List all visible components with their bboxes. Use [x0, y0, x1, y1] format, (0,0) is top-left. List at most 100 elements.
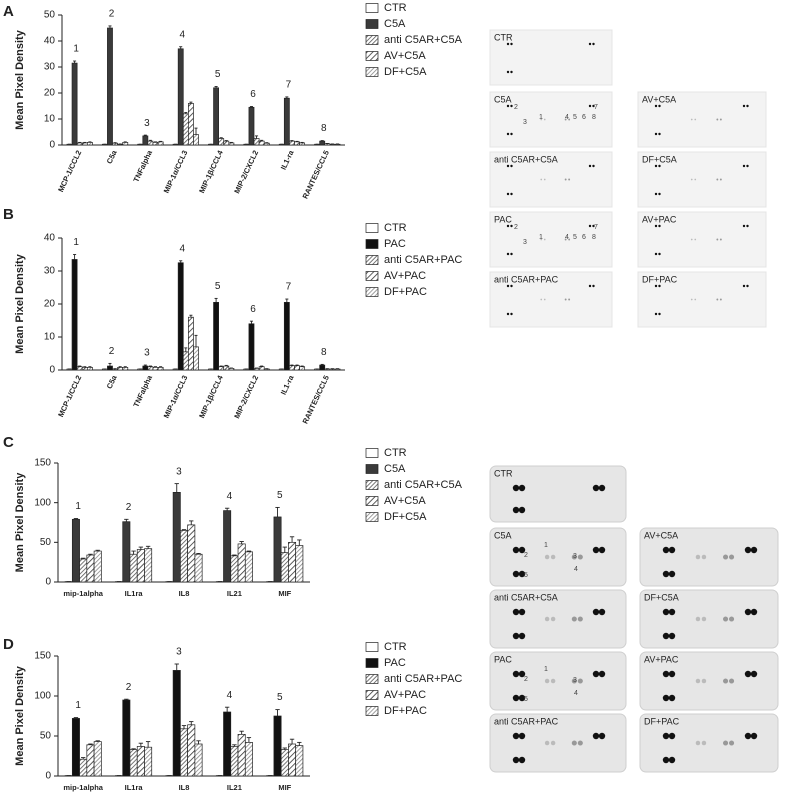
spot-label: 3 [573, 677, 577, 684]
x-tick-label: MIP-1β/CCL4 [197, 373, 225, 419]
error-bar [131, 550, 136, 555]
bar [280, 749, 289, 777]
blot-label: AV+C5A [644, 530, 678, 540]
error-bar [300, 141, 304, 143]
error-bar [124, 698, 129, 700]
x-tick-label: MIP-1β/CCL4 [197, 148, 225, 194]
error-bar [81, 557, 86, 559]
error-bar [249, 106, 253, 108]
bar [76, 142, 83, 146]
bar [299, 142, 306, 146]
error-bar [159, 366, 163, 368]
y-tick-label: 50 [44, 10, 56, 21]
legend-label: PAC [384, 238, 406, 250]
error-bar [219, 365, 223, 367]
bar [142, 135, 149, 146]
x-tick-label: C5a [105, 373, 119, 390]
bar [188, 103, 194, 146]
legend-swatch [365, 690, 379, 700]
y-tick-label: 10 [44, 332, 56, 343]
x-tick-label: MIP-1α/CCL3 [162, 149, 190, 195]
blot-label: anti C5AR+PAC [494, 716, 559, 726]
y-tick-label: 50 [40, 731, 52, 742]
error-bar [246, 550, 252, 552]
bar [107, 27, 113, 146]
error-bar [214, 297, 218, 303]
legend-label: AV+PAC [384, 270, 426, 282]
error-bar [95, 740, 100, 742]
error-bar [181, 529, 187, 531]
x-tick-label: RANTES/CCL5 [301, 149, 331, 200]
bar [129, 749, 138, 777]
error-bar [189, 721, 194, 725]
blot: AV+PAC [637, 211, 767, 268]
error-bar [78, 141, 82, 143]
error-bar [73, 717, 79, 719]
legend-label: PAC [384, 657, 406, 669]
error-bar [297, 539, 302, 546]
bar [237, 734, 246, 777]
error-bar [83, 141, 87, 143]
legend-swatch [365, 658, 379, 668]
x-tick-label: TNFalpha [131, 373, 154, 409]
annotation: 7 [286, 282, 292, 293]
error-bar [232, 554, 237, 556]
blot: anti C5AR+PAC [489, 271, 613, 328]
y-tick-label: 20 [44, 299, 56, 310]
bar [142, 365, 149, 371]
error-bar [88, 366, 92, 368]
annotation: 6 [250, 304, 256, 315]
error-bar [282, 546, 287, 553]
legend-label: AV+PAC [384, 689, 426, 701]
error-bar [194, 127, 198, 135]
error-bar [138, 742, 144, 747]
bar [253, 138, 260, 146]
y-tick-label: 0 [49, 365, 55, 376]
legend-label: AV+C5A [384, 50, 426, 62]
legend-swatch [365, 480, 379, 490]
error-bar [138, 546, 144, 550]
bar [295, 745, 304, 777]
annotation: 1 [73, 237, 79, 248]
blot-label: CTR [494, 468, 513, 478]
y-tick-label: 0 [45, 577, 51, 588]
spot-label: 1 [539, 114, 543, 121]
blot: DF+PAC [639, 713, 779, 773]
legend-label: DF+PAC [384, 286, 427, 298]
error-bar [88, 553, 93, 556]
error-bar [145, 741, 151, 748]
annotation: 3 [176, 466, 182, 477]
x-tick-label: IL8 [179, 783, 190, 792]
annotation: 2 [109, 9, 115, 20]
error-bar [88, 141, 92, 143]
annotation: 7 [286, 80, 292, 91]
error-bar [78, 365, 82, 367]
blot: DF+PAC [637, 271, 767, 328]
error-bar [174, 663, 179, 671]
annotation: 4 [227, 690, 233, 701]
error-bar [95, 549, 100, 552]
bar [280, 552, 289, 583]
spot-label: 4 [565, 234, 569, 241]
spot-label: 4 [574, 566, 578, 573]
blot: CTR [489, 29, 613, 86]
x-tick-label: IL21 [227, 589, 242, 598]
spot-label: 1 [544, 666, 548, 673]
spot-label: 2 [514, 104, 518, 111]
error-bar [320, 363, 324, 366]
annotation: 5 [215, 281, 221, 292]
legend-label: C5A [384, 18, 406, 30]
y-tick-label: 100 [34, 691, 51, 702]
error-bar [73, 60, 77, 64]
blot: PAC 1 2 3 4 5 [489, 651, 627, 711]
annotation: 2 [109, 346, 115, 357]
y-tick-label: 40 [44, 36, 56, 47]
blot-label: C5A [494, 530, 512, 540]
bar [218, 366, 225, 371]
bar [187, 524, 196, 583]
bar [122, 699, 131, 777]
legend-label: DF+C5A [384, 66, 427, 78]
x-tick-label: MIP-1α/CCL3 [162, 374, 190, 420]
blot-label: anti C5AR+C5A [494, 154, 558, 164]
spot-label: 7 [594, 224, 598, 231]
